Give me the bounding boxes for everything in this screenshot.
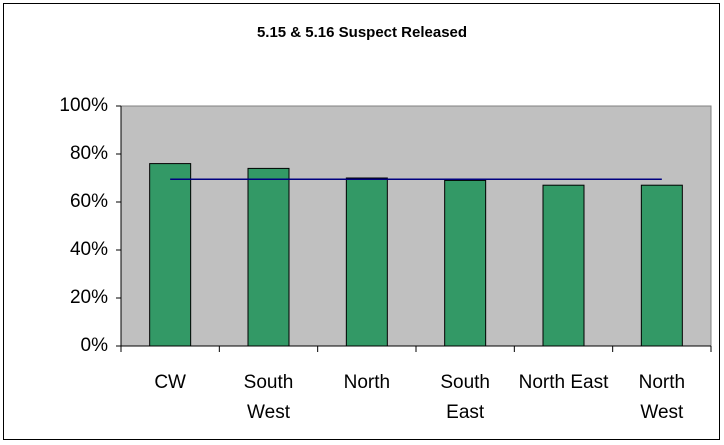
bar	[149, 163, 192, 347]
plot-area	[120, 105, 712, 347]
bar	[542, 184, 585, 347]
y-tick-label: 60%	[70, 191, 108, 212]
y-tick-label: 100%	[59, 95, 108, 116]
x-tick-label: North West	[638, 372, 686, 423]
y-tick-label: 0%	[81, 335, 109, 356]
x-tick-label: North East	[518, 372, 609, 393]
y-tick-label: 20%	[70, 287, 108, 308]
bar	[444, 179, 487, 347]
x-tick-label: South East	[440, 372, 490, 423]
y-tick-label: 80%	[70, 143, 108, 164]
x-tick-label: CW	[154, 372, 186, 393]
x-tick-label: South West	[243, 372, 294, 423]
chart-title: 5.15 & 5.16 Suspect Released	[257, 24, 467, 41]
bar	[247, 167, 290, 347]
y-tick-label: 40%	[70, 239, 108, 260]
bar	[640, 184, 683, 347]
bar	[345, 177, 388, 347]
x-tick-label: North	[343, 372, 391, 393]
